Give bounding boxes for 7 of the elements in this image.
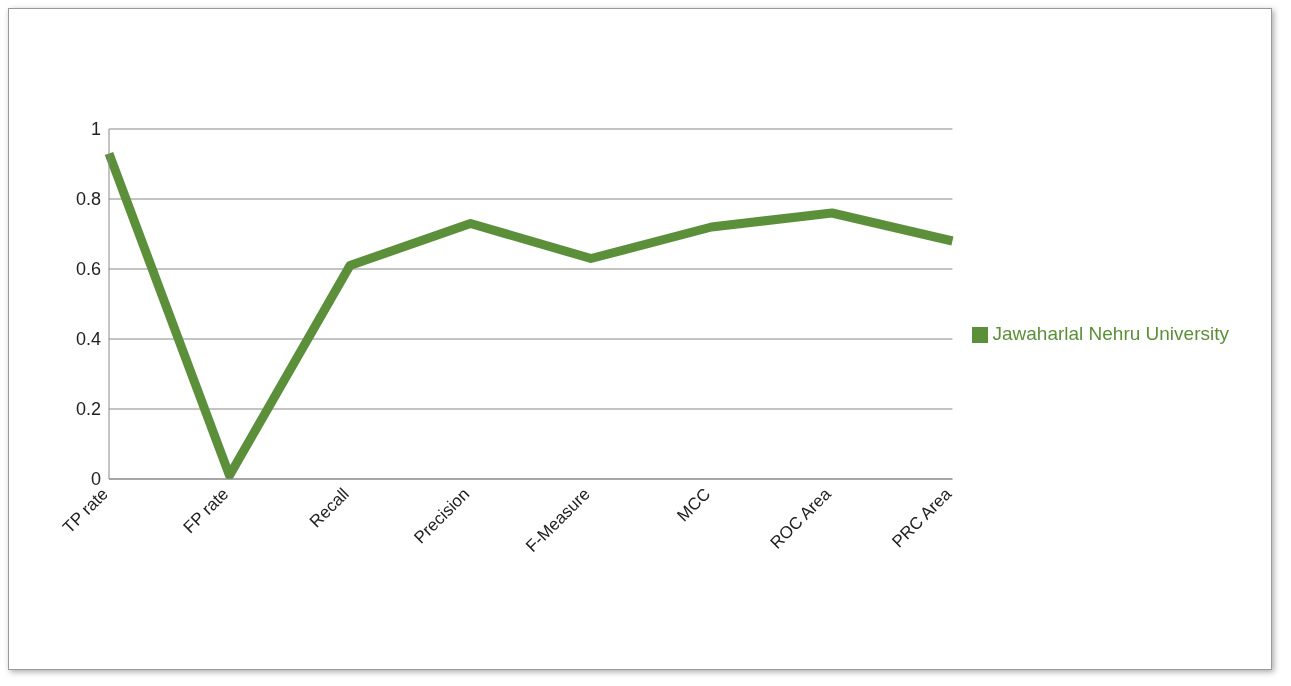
y-tick-label: 1 (90, 119, 101, 140)
y-tick-label: 0.2 (75, 399, 101, 420)
x-tick-label: FP rate (179, 484, 233, 538)
y-tick-label: 0.4 (75, 329, 101, 350)
legend-label: Jawaharlal Nehru University (992, 323, 1229, 344)
y-tick-label: 0.6 (75, 259, 101, 280)
y-tick-label: 0.8 (75, 189, 101, 210)
